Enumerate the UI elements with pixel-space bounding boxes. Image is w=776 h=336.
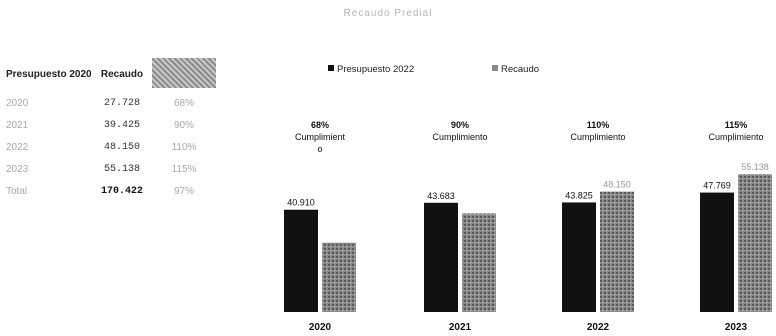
table-row: 2022 48.150 110% [4,136,216,158]
annotation-2021-line-0: 90% [451,120,469,130]
bar-presupuesto-2020 [284,209,318,312]
annotation-2023-line-0: 115% [725,120,748,130]
row-percent: 110% [171,141,197,153]
bar-recaudo-2023 [738,174,772,312]
header-noise-image [152,57,216,88]
data-label-presupuesto-2021: 43.683 [427,191,455,201]
row-label: 2020 [6,97,29,109]
table-header-row: Presupuesto 2020 Recaudo [4,56,216,92]
table-row: 2021 39.425 90% [4,114,216,136]
header-recaudo: Recaudo [100,68,144,80]
bar-presupuesto-2022 [562,202,596,312]
annotation-2022-line-1: Cumplimiento [570,132,625,142]
row-label: Total [6,185,28,197]
row-percent: 68% [173,97,194,109]
chart-title: Recaudo Predial [343,8,433,19]
annotation-2023-line-1: Cumplimiento [708,132,763,142]
legend-label-presupuesto: Presupuesto 2022 [337,64,415,75]
row-recaudo: 48.150 [103,141,140,153]
legend-presupuesto: Presupuesto 2022 [328,64,414,75]
bar-presupuesto-2023 [700,192,734,312]
x-tick-label-2020: 2020 [309,322,332,333]
annotation-2022-line-0: 110% [587,120,610,130]
row-percent: 97% [173,185,194,197]
x-tick-label-2023: 2023 [725,322,748,333]
data-label-recaudo-2023: 55.138 [741,162,769,172]
annotation-2021-line-1: Cumplimiento [432,132,487,142]
annotation-2020-line-0: 68% [311,120,329,130]
x-tick-label-2022: 2022 [587,322,610,333]
data-label-presupuesto-2020: 40.910 [287,198,315,208]
data-label-recaudo-2022: 48.150 [603,180,631,190]
row-recaudo: 39.425 [103,119,140,131]
table-row-total: Total 170.422 97% [4,180,216,202]
legend-recaudo: Recaudo [492,64,539,75]
bar-recaudo-2021 [462,213,496,312]
row-recaudo: 170.422 [100,185,143,197]
data-label-presupuesto-2022: 43.825 [565,190,593,200]
header-percent [152,56,216,92]
table-row: 2020 27.728 68% [4,92,216,114]
row-recaudo: 27.728 [103,97,140,109]
header-presupuesto: Presupuesto 2020 [6,68,92,80]
bar-presupuesto-2021 [424,202,458,312]
x-tick-label-2021: 2021 [449,322,472,333]
row-label: 2023 [6,163,29,175]
bar-recaudo-2022 [600,191,634,312]
row-recaudo: 55.138 [103,163,140,175]
table-row: 2023 55.138 115% [4,158,216,180]
legend-swatch-recaudo [492,65,498,71]
data-label-presupuesto-2023: 47.769 [703,181,731,191]
row-percent: 115% [171,163,197,175]
annotation-2020-line-1: Cumplimient [295,132,346,142]
row-label: 2022 [6,141,29,153]
legend-swatch-presupuesto [328,65,334,71]
summary-table: Presupuesto 2020 Recaudo 2020 27.728 68%… [4,56,216,202]
row-percent: 90% [173,119,194,131]
legend-label-recaudo: Recaudo [501,64,540,75]
annotation-2020-line-2: o [317,144,322,154]
row-label: 2021 [6,119,29,131]
bar-recaudo-2020 [322,242,356,312]
